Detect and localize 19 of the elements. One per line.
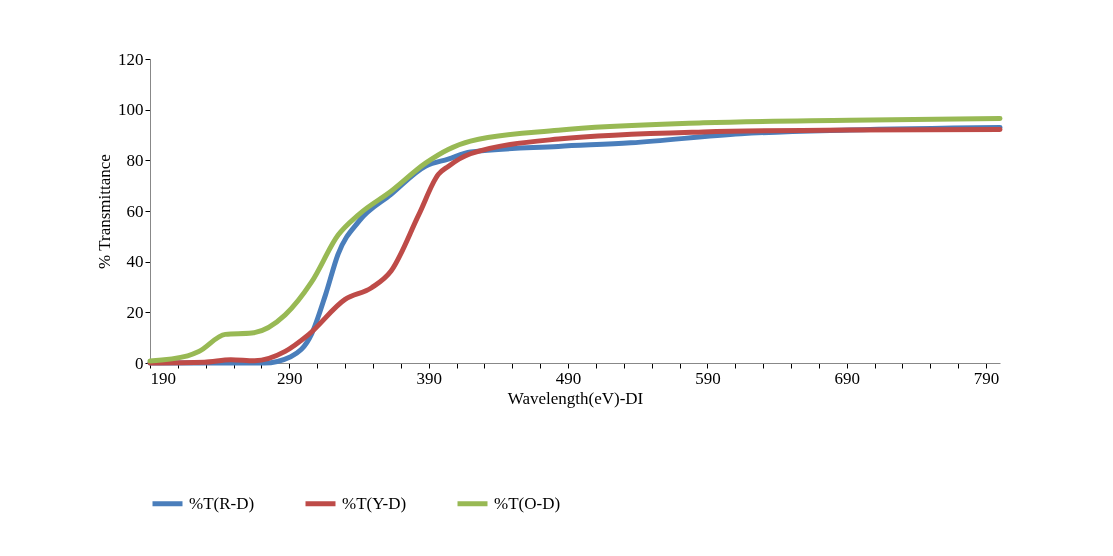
y-tick-label: 120 [118, 49, 144, 69]
legend-label: %T(R-D) [189, 493, 255, 513]
x-tick-label: 390 [416, 368, 442, 388]
x-tick-label: 190 [150, 368, 176, 388]
y-tick-label: 80 [126, 150, 144, 170]
x-tick-label: 490 [555, 368, 582, 388]
y-axis-title: % Transmittance [95, 154, 114, 269]
x-tick-label: 690 [834, 368, 860, 388]
legend-label: %T(Y-D) [342, 493, 407, 513]
y-tick-label: 100 [118, 100, 144, 120]
legend-label: %T(O-D) [494, 493, 561, 513]
x-axis-title: Wavelength(eV)-DI [507, 388, 644, 408]
y-tick-label: 0 [135, 353, 144, 373]
y-tick-label: 60 [126, 201, 144, 221]
x-tick-label: 790 [973, 368, 1000, 388]
y-tick-label: 40 [126, 252, 144, 272]
x-tick-label: 590 [695, 368, 721, 388]
y-tick-label: 20 [126, 302, 144, 322]
x-tick-label: 290 [277, 368, 303, 388]
